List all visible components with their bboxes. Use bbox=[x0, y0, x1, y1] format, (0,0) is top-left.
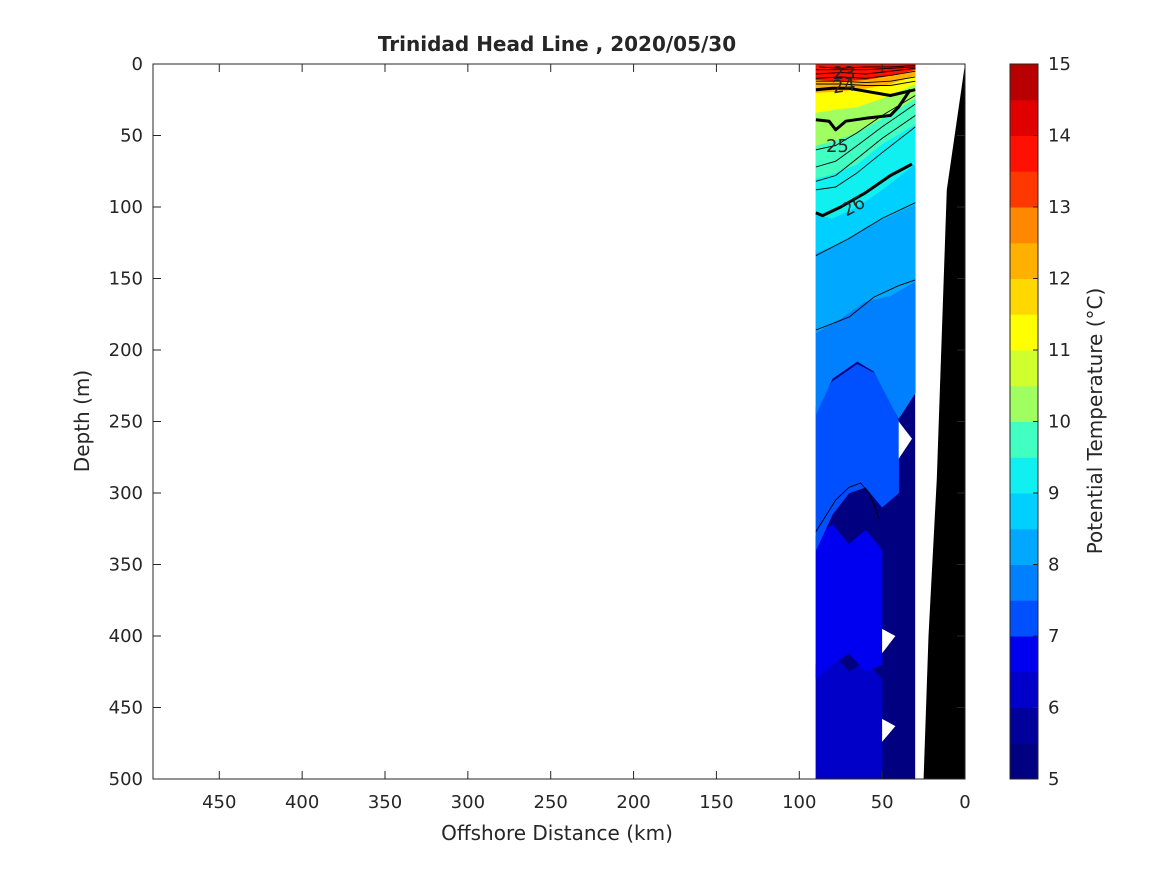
x-tick-label-0: 0 bbox=[959, 792, 970, 813]
colorbar-swatch-14 bbox=[1010, 242, 1038, 279]
seafloor-bathymetry bbox=[923, 64, 965, 779]
bathymetry-layer bbox=[923, 64, 965, 779]
x-axis-ticks: 450 400 350 300 250 200 150 100 50 0 bbox=[202, 64, 971, 813]
colorbar-swatch-4 bbox=[1010, 600, 1038, 637]
colorbar-tick-label-13: 13 bbox=[1048, 197, 1071, 218]
x-tick-label-350: 350 bbox=[368, 792, 402, 813]
density-contour-3 bbox=[815, 162, 913, 218]
x-tick-label-400: 400 bbox=[285, 792, 319, 813]
colorbar-swatch-12 bbox=[1010, 314, 1038, 351]
colorbar-tick-label-8: 8 bbox=[1048, 555, 1059, 576]
y-tick-label-400: 400 bbox=[109, 626, 143, 647]
colorbar-tick-label-9: 9 bbox=[1048, 483, 1059, 504]
density-contour-4 bbox=[815, 482, 880, 532]
x-tick-label-300: 300 bbox=[451, 792, 485, 813]
colorbar-swatch-3 bbox=[1010, 636, 1038, 673]
density-contour-0 bbox=[819, 64, 916, 69]
density-contour-5 bbox=[815, 279, 916, 331]
density-contour-11 bbox=[815, 70, 916, 79]
colorbar-swatch-9 bbox=[1010, 421, 1038, 458]
y-tick-label-50: 50 bbox=[120, 126, 143, 147]
temperature-band-1 bbox=[815, 524, 883, 680]
colorbar-tick-label-10: 10 bbox=[1048, 412, 1071, 433]
x-tick-label-100: 100 bbox=[782, 792, 816, 813]
x-tick-label-450: 450 bbox=[202, 792, 236, 813]
chart-title: Trinidad Head Line , 2020/05/30 bbox=[378, 32, 736, 56]
density-contour-9 bbox=[815, 103, 916, 168]
colorbar-swatch-11 bbox=[1010, 350, 1038, 387]
colorbar-swatch-18 bbox=[1010, 99, 1038, 136]
x-tick-label-250: 250 bbox=[534, 792, 568, 813]
density-contour-label-24: 24 bbox=[831, 74, 857, 98]
density-contour-12 bbox=[815, 76, 916, 84]
colorbar: 5 6 7 8 9 10 11 12 13 14 15 bbox=[1009, 54, 1071, 790]
density-contour-label-25: 25 bbox=[826, 136, 849, 157]
colorbar-tick-label-14: 14 bbox=[1048, 126, 1071, 147]
y-tick-label-250: 250 bbox=[109, 412, 143, 433]
colorbar-swatch-17 bbox=[1010, 135, 1038, 172]
x-tick-label-200: 200 bbox=[616, 792, 650, 813]
data-gap-0 bbox=[898, 421, 912, 459]
y-tick-label-100: 100 bbox=[109, 197, 143, 218]
colorbar-ticks: 5 6 7 8 9 10 11 12 13 14 15 bbox=[1033, 54, 1071, 790]
x-axis-label: Offshore Distance (km) bbox=[441, 821, 673, 845]
y-axis-label: Depth (m) bbox=[70, 370, 94, 472]
colorbar-swatch-5 bbox=[1010, 564, 1038, 601]
data-gaps bbox=[882, 392, 924, 779]
colorbar-tick-label-12: 12 bbox=[1048, 269, 1071, 290]
density-contour-2 bbox=[815, 88, 912, 132]
colorbar-swatch-10 bbox=[1010, 385, 1038, 422]
y-tick-label-300: 300 bbox=[109, 483, 143, 504]
colorbar-tick-label-7: 7 bbox=[1048, 626, 1059, 647]
y-tick-label-350: 350 bbox=[109, 555, 143, 576]
colorbar-swatch-19 bbox=[1010, 64, 1038, 101]
data-gap-1 bbox=[882, 628, 896, 654]
density-contour-10 bbox=[815, 95, 916, 151]
colorbar-swatch-1 bbox=[1010, 707, 1038, 744]
x-tick-label-50: 50 bbox=[871, 792, 894, 813]
colorbar-swatch-16 bbox=[1010, 171, 1038, 208]
density-contours bbox=[815, 64, 916, 532]
colorbar-tick-label-11: 11 bbox=[1048, 340, 1071, 361]
y-tick-label-200: 200 bbox=[109, 340, 143, 361]
colorbar-swatch-2 bbox=[1010, 671, 1038, 708]
density-contour-14 bbox=[815, 67, 916, 75]
y-tick-label-0: 0 bbox=[132, 54, 143, 75]
colorbar-tick-label-6: 6 bbox=[1048, 698, 1059, 719]
density-contour-label-23: 23 bbox=[833, 63, 856, 84]
density-contour-6 bbox=[815, 202, 916, 256]
colorbar-swatch-6 bbox=[1010, 528, 1038, 565]
y-axis-ticks: 0 50 100 150 200 250 300 350 400 450 500 bbox=[109, 54, 965, 790]
y-tick-label-500: 500 bbox=[109, 769, 143, 790]
density-contour-15 bbox=[815, 66, 916, 71]
density-contour-7 bbox=[815, 126, 916, 191]
colorbar-swatch-0 bbox=[1010, 743, 1038, 780]
colorbar-label: Potential Temperature (°C) bbox=[1083, 288, 1107, 555]
colorbar-tick-label-15: 15 bbox=[1048, 54, 1071, 75]
colorbar-swatch-7 bbox=[1010, 493, 1038, 530]
colorbar-swatch-8 bbox=[1010, 457, 1038, 494]
y-tick-label-450: 450 bbox=[109, 698, 143, 719]
x-tick-label-150: 150 bbox=[699, 792, 733, 813]
colorbar-swatch-15 bbox=[1010, 207, 1038, 244]
colorbar-tick-label-5: 5 bbox=[1048, 769, 1059, 790]
density-contour-8 bbox=[815, 115, 916, 182]
colorbar-swatches bbox=[1010, 63, 1038, 780]
density-contour-1 bbox=[815, 86, 916, 97]
inshore-blank bbox=[915, 392, 924, 779]
temperature-band-0 bbox=[815, 652, 883, 779]
density-contour-13 bbox=[815, 80, 916, 86]
colorbar-swatch-13 bbox=[1010, 278, 1038, 315]
data-gap-2 bbox=[882, 718, 896, 742]
y-tick-label-150: 150 bbox=[109, 269, 143, 290]
